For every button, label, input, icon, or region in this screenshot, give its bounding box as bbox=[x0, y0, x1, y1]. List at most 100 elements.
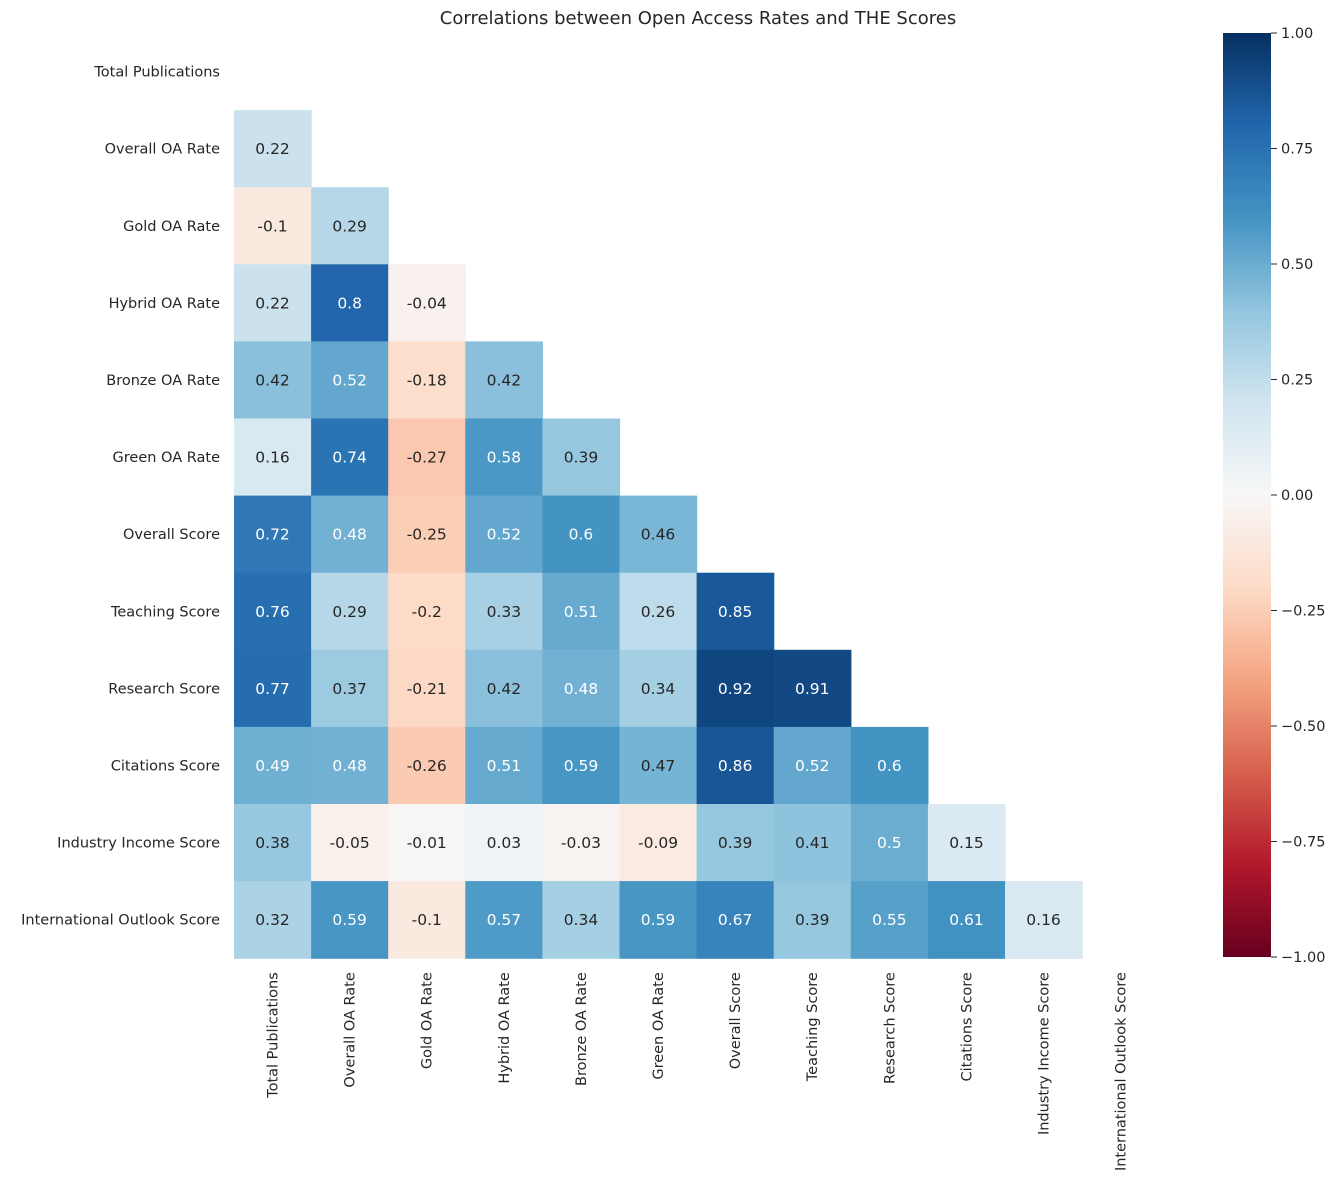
cell-value-label: 0.33 bbox=[487, 603, 522, 621]
cell-value-label: 0.34 bbox=[564, 911, 599, 929]
cell-value-label: -0.03 bbox=[561, 834, 601, 852]
cell-value-label: 0.41 bbox=[795, 834, 830, 852]
row-tick-label: Teaching Score bbox=[110, 604, 220, 620]
heatmap-cell bbox=[234, 187, 312, 265]
cell-value-label: 0.92 bbox=[718, 680, 753, 698]
cell-value-label: 0.86 bbox=[718, 757, 753, 775]
column-tick-label: Hybrid OA Rate bbox=[497, 972, 513, 1084]
heatmap-cell bbox=[388, 264, 466, 342]
heatmap-cell bbox=[619, 804, 698, 882]
column-labels: Total Publications Overall OA Rate Gold OA… bbox=[266, 972, 1130, 1171]
chart-title: Correlations between Open Access Rates a… bbox=[440, 8, 956, 29]
heatmap-cells: 0.22 -0.1 0.29 0.22 0.8 -0.04 0.42 0.52 -0.18 0.4… bbox=[234, 110, 1083, 959]
heatmap-cell bbox=[619, 495, 698, 574]
cell-value-label: 0.57 bbox=[487, 911, 522, 929]
column-tick-label: Bronze OA Rate bbox=[574, 972, 590, 1086]
heatmap-cell bbox=[388, 881, 466, 959]
heatmap-cell bbox=[311, 649, 389, 728]
heatmap-cell bbox=[773, 649, 852, 728]
row-tick-label: Bronze OA Rate bbox=[106, 373, 220, 389]
heatmap-cell bbox=[542, 572, 621, 651]
cell-value-label: 0.39 bbox=[564, 449, 599, 467]
cell-value-label: 0.38 bbox=[255, 834, 290, 852]
heatmap-cell bbox=[465, 649, 543, 728]
cell-value-label: 0.52 bbox=[795, 757, 830, 775]
cell-value-label: 0.16 bbox=[1026, 911, 1061, 929]
column-tick-label: Teaching Score bbox=[805, 972, 821, 1082]
heatmap-cell bbox=[234, 110, 312, 188]
cell-value-label: 0.76 bbox=[255, 603, 290, 621]
heatmap-cell bbox=[542, 418, 621, 497]
row-tick-label: Total Publications bbox=[93, 65, 220, 81]
row-tick-label: Overall OA Rate bbox=[105, 142, 220, 158]
heatmap-cell bbox=[388, 418, 466, 497]
cell-value-label: 0.48 bbox=[332, 757, 367, 775]
cell-value-label: -0.05 bbox=[330, 834, 370, 852]
cell-value-label: 0.03 bbox=[487, 834, 522, 852]
heatmap-cell bbox=[311, 726, 389, 805]
colorbar-tick-label: 0.75 bbox=[1281, 142, 1313, 158]
heatmap-cell bbox=[234, 495, 312, 574]
heatmap-cell bbox=[619, 649, 698, 728]
heatmap-cell bbox=[773, 804, 852, 882]
cell-value-label: 0.5 bbox=[877, 834, 902, 852]
cell-value-label: 0.32 bbox=[255, 911, 290, 929]
colorbar-tick-label: −0.50 bbox=[1281, 719, 1325, 735]
cell-value-label: 0.74 bbox=[332, 449, 367, 467]
cell-value-label: 0.29 bbox=[332, 603, 367, 621]
cell-value-label: -0.1 bbox=[412, 911, 442, 929]
heatmap-cell bbox=[311, 187, 389, 265]
cell-value-label: 0.52 bbox=[332, 371, 367, 389]
cell-value-label: -0.26 bbox=[407, 757, 447, 775]
cell-value-label: -0.25 bbox=[407, 526, 447, 544]
row-tick-label: Green OA Rate bbox=[113, 450, 221, 466]
column-tick-label: Gold OA Rate bbox=[420, 972, 436, 1069]
column-tick-label: Citations Score bbox=[959, 972, 975, 1081]
cell-value-label: 0.42 bbox=[487, 680, 522, 698]
heatmap-cell bbox=[234, 418, 312, 497]
heatmap-cell bbox=[619, 881, 698, 959]
cell-value-label: 0.77 bbox=[255, 680, 290, 698]
heatmap-cell bbox=[927, 881, 1006, 959]
heatmap-cell bbox=[234, 726, 312, 805]
colorbar: 1.00 0.75 0.50 0.25 0.00 −0.25 −0.50 −0.75 −1.00 bbox=[1223, 26, 1325, 966]
cell-value-label: 0.6 bbox=[569, 526, 594, 544]
heatmap-cell bbox=[311, 341, 389, 420]
cell-value-label: 0.46 bbox=[641, 526, 676, 544]
row-tick-label: Citations Score bbox=[111, 758, 220, 774]
cell-value-label: -0.21 bbox=[407, 680, 447, 698]
column-tick-label: Industry Income Score bbox=[1037, 972, 1053, 1135]
heatmap-cell bbox=[696, 572, 775, 651]
heatmap-cell bbox=[234, 341, 312, 420]
cell-value-label: 0.39 bbox=[795, 911, 830, 929]
heatmap-cell bbox=[234, 649, 312, 728]
heatmap-cell bbox=[696, 804, 775, 882]
cell-value-label: 0.22 bbox=[255, 294, 290, 312]
heatmap-cell bbox=[1005, 881, 1083, 959]
heatmap-cell bbox=[234, 881, 312, 959]
row-tick-label: Research Score bbox=[108, 681, 220, 697]
cell-value-label: 0.67 bbox=[718, 911, 753, 929]
cell-value-label: -0.2 bbox=[412, 603, 442, 621]
row-labels: Total Publications Overall OA Rate Gold OA… bbox=[21, 65, 220, 929]
cell-value-label: 0.51 bbox=[487, 757, 522, 775]
heatmap-cell bbox=[542, 726, 621, 805]
colorbar-tick-label: −1.00 bbox=[1281, 950, 1325, 966]
row-tick-label: Gold OA Rate bbox=[123, 219, 220, 235]
row-tick-label: Industry Income Score bbox=[57, 836, 220, 852]
cell-value-label: -0.04 bbox=[407, 294, 447, 312]
column-tick-label: International Outlook Score bbox=[1114, 972, 1130, 1171]
cell-value-label: 0.29 bbox=[332, 217, 367, 235]
cell-value-label: 0.47 bbox=[641, 757, 676, 775]
cell-value-label: 0.37 bbox=[332, 680, 367, 698]
heatmap-cell bbox=[542, 495, 621, 574]
cell-value-label: 0.22 bbox=[255, 140, 290, 158]
heatmap-cell bbox=[388, 341, 466, 420]
heatmap-cell bbox=[234, 264, 312, 342]
heatmap-cell bbox=[465, 726, 543, 805]
heatmap-cell bbox=[542, 804, 621, 882]
cell-value-label: 0.48 bbox=[564, 680, 599, 698]
heatmap-cell bbox=[311, 804, 389, 882]
cell-value-label: 0.72 bbox=[255, 526, 290, 544]
